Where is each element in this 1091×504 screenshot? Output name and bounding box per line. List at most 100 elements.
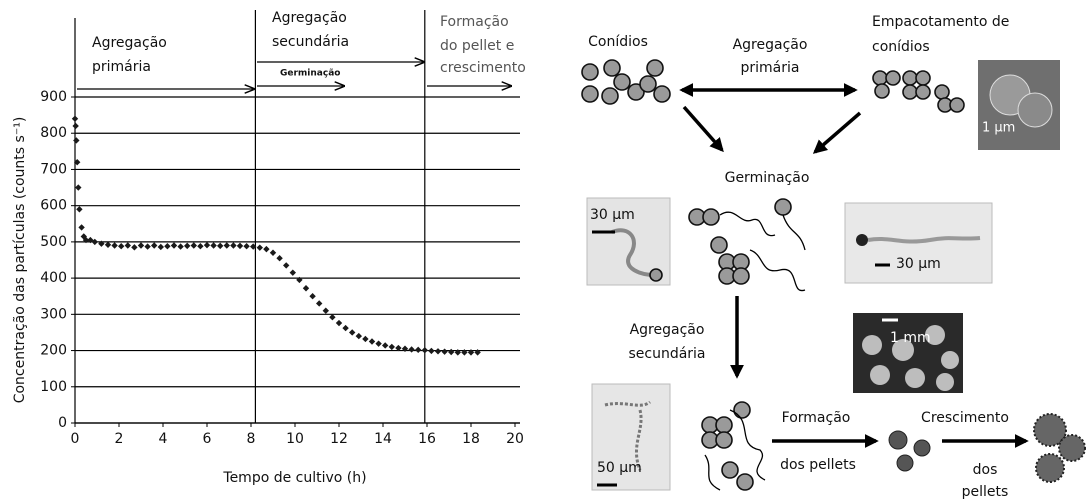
point bbox=[190, 242, 197, 249]
point bbox=[177, 243, 184, 250]
x-tick-label: 10 bbox=[286, 431, 304, 447]
x-axis-label: Tempo de cultivo (h) bbox=[222, 470, 366, 486]
point bbox=[74, 159, 81, 166]
chart: Concentração das partículas (counts s⁻¹)… bbox=[12, 10, 526, 486]
aggregate bbox=[604, 400, 651, 471]
point bbox=[388, 343, 395, 351]
point bbox=[362, 335, 369, 343]
x-tick-label: 20 bbox=[506, 431, 524, 447]
point bbox=[421, 346, 428, 354]
diagram: Conídios Agregação primária Empacotament… bbox=[581, 14, 1086, 500]
label: secundária bbox=[628, 346, 705, 362]
point bbox=[322, 307, 329, 314]
y-tick-label: 800 bbox=[40, 125, 67, 141]
scale-label: 1 mm bbox=[890, 330, 931, 346]
point bbox=[111, 242, 118, 249]
point bbox=[151, 242, 158, 249]
point bbox=[197, 243, 204, 250]
point bbox=[302, 285, 310, 292]
point bbox=[236, 242, 244, 250]
point bbox=[335, 319, 343, 327]
point bbox=[72, 122, 79, 130]
label: Formação bbox=[782, 410, 851, 426]
point bbox=[461, 349, 468, 356]
point bbox=[434, 348, 442, 355]
point bbox=[474, 349, 481, 356]
phase-label: Agregação bbox=[272, 10, 347, 26]
label: primária bbox=[741, 60, 800, 76]
label: Empacotamento de bbox=[872, 14, 1009, 30]
point bbox=[131, 244, 138, 251]
point bbox=[395, 344, 402, 352]
label: Agregação bbox=[630, 322, 705, 338]
point bbox=[78, 224, 85, 231]
scale-label: 30 μm bbox=[896, 256, 941, 272]
point bbox=[342, 324, 349, 332]
point bbox=[104, 241, 112, 248]
annotation: Germinação bbox=[280, 69, 340, 79]
label: Conídios bbox=[588, 34, 648, 50]
scale-label: 30 μm bbox=[590, 207, 635, 223]
phase-label: Formação bbox=[440, 14, 509, 30]
point bbox=[375, 340, 382, 347]
point bbox=[170, 242, 178, 249]
point bbox=[454, 349, 461, 356]
point bbox=[256, 244, 263, 251]
x-tick-label: 6 bbox=[203, 431, 212, 447]
hypha bbox=[611, 228, 656, 277]
micrograph bbox=[591, 383, 671, 491]
point bbox=[448, 348, 455, 356]
y-tick-label: 500 bbox=[40, 234, 67, 250]
point bbox=[415, 346, 422, 354]
label: conídios bbox=[872, 39, 930, 55]
point bbox=[124, 242, 131, 249]
point bbox=[217, 242, 224, 250]
pellet-photo bbox=[862, 325, 959, 391]
point bbox=[98, 240, 105, 247]
point bbox=[157, 243, 164, 251]
x-tick-label: 2 bbox=[115, 431, 124, 447]
big-pellets bbox=[1033, 413, 1086, 483]
point bbox=[329, 314, 336, 321]
x-tick-label: 18 bbox=[462, 431, 480, 447]
phase-label: crescimento bbox=[440, 60, 526, 76]
label: Germinação bbox=[725, 170, 810, 186]
y-tick-label: 100 bbox=[40, 379, 67, 395]
label: dos pellets bbox=[780, 457, 856, 473]
small-pellets bbox=[888, 430, 931, 472]
point bbox=[184, 242, 191, 250]
x-tick-label: 12 bbox=[330, 431, 348, 447]
point bbox=[82, 236, 90, 244]
point bbox=[408, 346, 415, 353]
scale-label: 50 μm bbox=[597, 460, 642, 476]
y-tick-label: 0 bbox=[58, 415, 67, 431]
x-tick-label: 4 bbox=[159, 431, 168, 447]
point bbox=[283, 262, 290, 269]
point bbox=[243, 243, 250, 250]
arrow bbox=[682, 105, 724, 153]
y-tick-label: 600 bbox=[40, 198, 67, 214]
point bbox=[467, 349, 475, 356]
point bbox=[289, 269, 296, 276]
point bbox=[75, 184, 82, 191]
point bbox=[91, 238, 98, 246]
x-tick-label: 14 bbox=[374, 431, 392, 447]
point bbox=[137, 242, 145, 249]
packed-conidia bbox=[872, 70, 965, 113]
x-tick-label: 0 bbox=[71, 431, 80, 447]
y-axis-label: Concentração das partículas (counts s⁻¹) bbox=[12, 117, 28, 404]
y-tick-label: 300 bbox=[40, 306, 67, 322]
point bbox=[144, 243, 151, 250]
point bbox=[203, 241, 211, 249]
point bbox=[441, 348, 448, 355]
phase-label: secundária bbox=[272, 34, 349, 50]
label: Crescimento bbox=[921, 410, 1009, 426]
point bbox=[269, 249, 277, 256]
point bbox=[368, 338, 376, 345]
point bbox=[355, 332, 362, 340]
conidia-cells bbox=[581, 59, 671, 105]
aggregated-cluster bbox=[701, 401, 766, 491]
y-tick-label: 400 bbox=[40, 270, 67, 286]
point bbox=[276, 254, 283, 262]
